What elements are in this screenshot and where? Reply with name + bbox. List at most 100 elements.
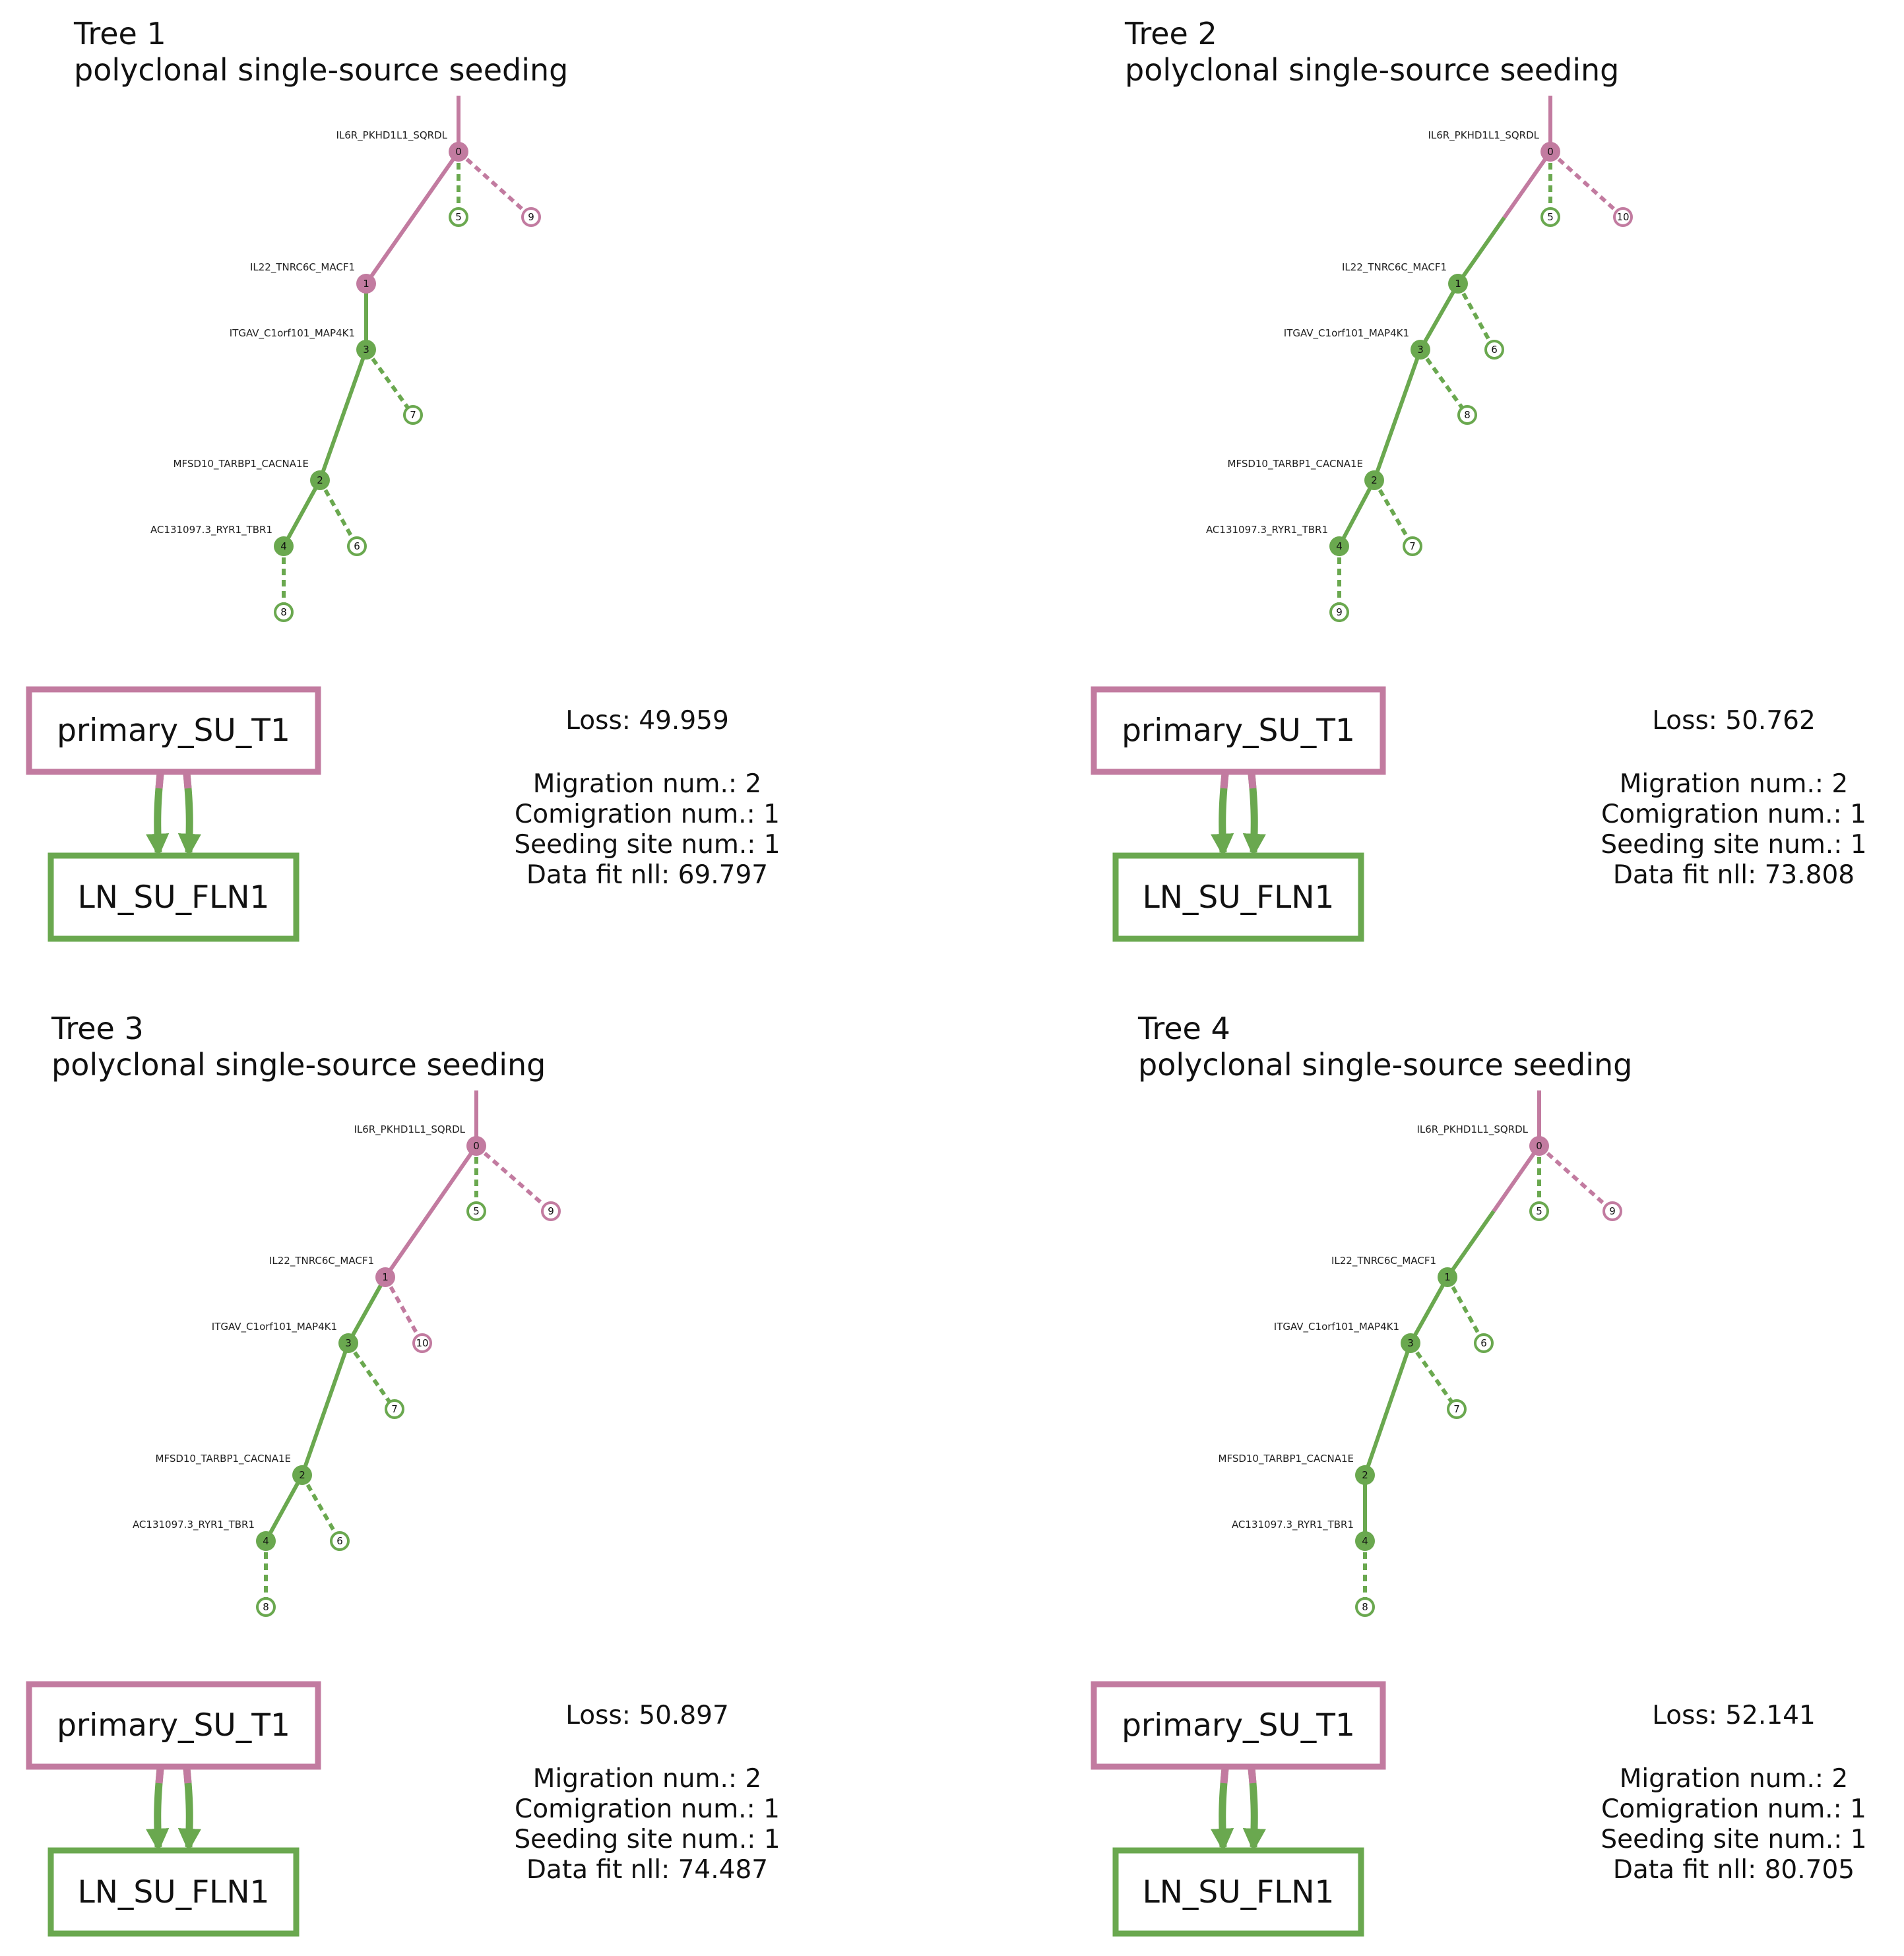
clone-node-0: 0 (1529, 1136, 1549, 1156)
data-fit-nll: Data fit nll: 80.705 (1613, 1855, 1855, 1885)
arrow-source-segment (155, 773, 164, 789)
arrow-source-segment (155, 1768, 164, 1784)
tree-edge-3-2 (318, 349, 368, 481)
leaf-node-7: 7 (385, 1399, 404, 1419)
clone-label-4: AC131097.3_RYR1_TBR1 (133, 1519, 255, 1531)
clone-label-0: IL6R_PKHD1L1_SQRDL (354, 1123, 465, 1136)
svg-text:8: 8 (280, 606, 287, 618)
clone-label-0: IL6R_PKHD1L1_SQRDL (336, 129, 447, 142)
seeding-site-num: Seeding site num.: 1 (514, 830, 780, 860)
migration-graph: primary_SU_T1 LN_SU_FLN1 (26, 686, 321, 942)
met-site-box (48, 1847, 300, 1937)
tree-edge-0-1 (1456, 216, 1506, 285)
tree-stats: Loss: 50.897 Migration num.: 2 Comigrati… (514, 1701, 780, 1885)
leaf-node-6: 6 (347, 536, 367, 556)
svg-text:4: 4 (1336, 540, 1343, 552)
clone-label-3: ITGAV_C1orf101_MAP4K1 (212, 1321, 337, 1333)
clone-node-2: 2 (292, 1465, 312, 1485)
met-site-box (48, 852, 300, 942)
svg-text:4: 4 (263, 1535, 269, 1547)
tree-stats: Loss: 50.762 Migration num.: 2 Comigrati… (1601, 706, 1866, 890)
svg-text:4: 4 (1362, 1535, 1368, 1547)
svg-text:9: 9 (1336, 606, 1343, 618)
clone-node-1: 1 (1438, 1267, 1457, 1287)
primary-site-label: primary_SU_T1 (1122, 1707, 1355, 1744)
leaf-node-6: 6 (330, 1531, 350, 1551)
svg-text:7: 7 (1453, 1403, 1460, 1415)
met-site-box (1112, 852, 1364, 942)
clone-label-2: MFSD10_TARBP1_CACNA1E (1219, 1453, 1354, 1465)
clone-label-1: IL22_TNRC6C_MACF1 (1331, 1255, 1436, 1267)
tree-subtitle: polyclonal single-source seeding (1138, 1047, 1632, 1083)
tree-edge-1-3 (1409, 1276, 1449, 1344)
svg-text:6: 6 (336, 1535, 343, 1547)
arrow-source-segment (1248, 1768, 1257, 1784)
svg-text:9: 9 (528, 211, 534, 223)
leaf-node-5: 5 (449, 207, 468, 227)
primary-site-label: primary_SU_T1 (57, 1707, 290, 1744)
clone-node-4: 4 (274, 536, 294, 556)
primary-site-label: primary_SU_T1 (57, 712, 290, 749)
clone-node-2: 2 (1355, 1465, 1375, 1485)
leaf-node-7: 7 (1403, 536, 1422, 556)
svg-text:6: 6 (1480, 1337, 1487, 1349)
tree-edge-0-1 (1502, 150, 1552, 219)
data-fit-nll: Data fit nll: 69.797 (526, 860, 768, 890)
clone-node-4: 4 (1329, 536, 1349, 556)
tree-title: Tree 3 (51, 1011, 144, 1046)
primary-site-box (26, 686, 321, 775)
clone-label-3: ITGAV_C1orf101_MAP4K1 (230, 327, 355, 340)
svg-text:0: 0 (455, 146, 462, 158)
clone-label-4: AC131097.3_RYR1_TBR1 (1232, 1519, 1354, 1531)
clone-label-1: IL22_TNRC6C_MACF1 (250, 261, 355, 274)
tree-title: Tree 2 (1124, 16, 1217, 51)
svg-text:3: 3 (1417, 344, 1424, 356)
met-site-label: LN_SU_FLN1 (78, 1874, 270, 1910)
leaf-node-6: 6 (1474, 1333, 1494, 1353)
leaf-edge-0-9 (457, 150, 533, 219)
clone-node-1: 1 (356, 274, 376, 294)
tree-panel-2: Tree 2 polyclonal single-source seeding … (1091, 16, 1867, 942)
clone-node-0: 0 (1540, 142, 1560, 162)
tree-edge-0-1 (1492, 1145, 1541, 1213)
seeding-site-num: Seeding site num.: 1 (514, 1825, 780, 1854)
clone-node-3: 3 (338, 1333, 358, 1353)
data-fit-nll: Data fit nll: 73.808 (1613, 860, 1855, 890)
svg-text:0: 0 (1547, 146, 1554, 158)
loss-value: Loss: 52.141 (1652, 1701, 1816, 1730)
leaf-edge-3-7 (1409, 1342, 1459, 1410)
tree-edge-3-2 (300, 1342, 350, 1476)
leaf-edge-1-6 (1456, 282, 1496, 351)
svg-text:5: 5 (1536, 1205, 1542, 1217)
leaf-node-5: 5 (1529, 1201, 1549, 1221)
clone-node-4: 4 (1355, 1531, 1375, 1551)
primary-site-box (1091, 1681, 1386, 1770)
tree-edge-0-1 (383, 1145, 478, 1278)
leaf-node-8: 8 (1355, 1597, 1375, 1617)
svg-text:9: 9 (1609, 1205, 1616, 1217)
seeding-site-num: Seeding site num.: 1 (1601, 830, 1866, 860)
migration-graph: primary_SU_T1 LN_SU_FLN1 (1091, 1681, 1386, 1937)
clone-label-1: IL22_TNRC6C_MACF1 (1342, 261, 1447, 274)
leaf-node-6: 6 (1484, 340, 1504, 360)
clone-node-3: 3 (356, 340, 376, 360)
tree-edge-0-1 (364, 150, 460, 285)
svg-text:0: 0 (473, 1140, 480, 1152)
svg-text:8: 8 (1362, 1601, 1368, 1613)
svg-text:3: 3 (363, 344, 369, 356)
primary-site-box (26, 1681, 321, 1770)
svg-text:5: 5 (455, 211, 462, 223)
svg-text:1: 1 (1455, 278, 1461, 290)
svg-text:7: 7 (410, 409, 416, 421)
svg-text:5: 5 (1547, 211, 1554, 223)
svg-text:7: 7 (391, 1403, 398, 1415)
clone-node-0: 0 (449, 142, 468, 162)
leaf-node-9: 9 (1603, 1201, 1622, 1221)
clone-label-4: AC131097.3_RYR1_TBR1 (1206, 524, 1328, 536)
svg-text:1: 1 (363, 278, 369, 290)
svg-text:0: 0 (1536, 1140, 1542, 1152)
migration-graph: primary_SU_T1 LN_SU_FLN1 (1091, 686, 1386, 942)
svg-text:1: 1 (382, 1271, 389, 1283)
leaf-edge-0-9 (1538, 1144, 1614, 1213)
